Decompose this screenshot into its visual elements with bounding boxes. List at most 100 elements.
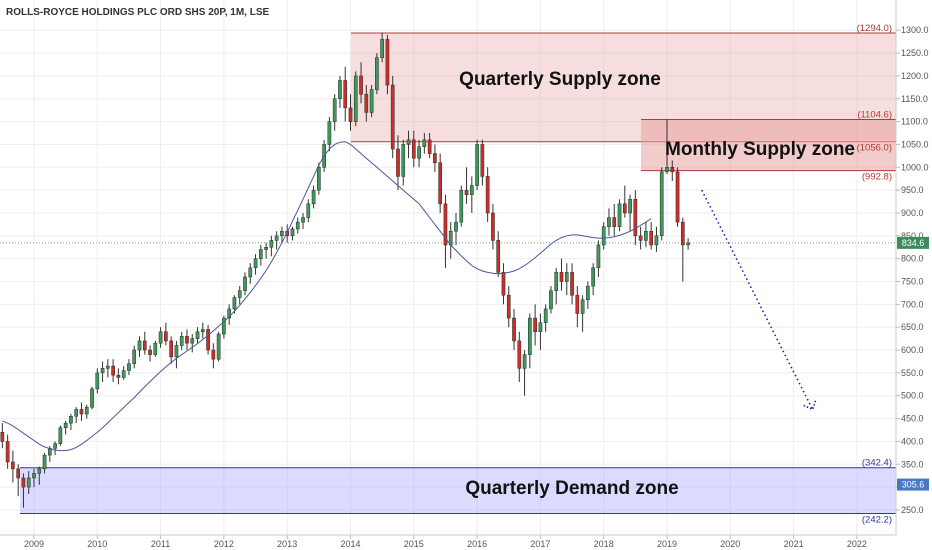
candle — [90, 388, 94, 408]
candle — [385, 39, 390, 86]
candle — [142, 340, 147, 351]
candle — [364, 93, 369, 113]
candle — [269, 240, 274, 248]
y-tick-label: 900.0 — [901, 208, 924, 218]
x-tick-label: 2018 — [594, 539, 614, 549]
candle — [570, 272, 574, 296]
candle — [638, 235, 643, 241]
candle — [469, 185, 474, 195]
candle — [596, 244, 601, 269]
candle — [100, 368, 105, 374]
zone-rects — [20, 32, 896, 515]
candle — [179, 336, 184, 346]
zone-rect — [641, 119, 896, 171]
candle — [264, 246, 268, 250]
candle — [496, 240, 501, 273]
candle — [538, 322, 543, 333]
candle — [401, 144, 406, 177]
x-tick-label: 2017 — [530, 539, 550, 549]
candle — [353, 75, 358, 122]
y-tick-label: 1300.0 — [901, 25, 929, 35]
candle — [200, 329, 205, 333]
candle — [512, 317, 516, 342]
chart-title: ROLLS-ROYCE HOLDINGS PLC ORD SHS 20P, 1M… — [6, 7, 270, 18]
candle — [116, 374, 121, 378]
extra-price-marker — [897, 478, 929, 491]
moving-average-series — [2, 141, 652, 452]
candle — [237, 290, 242, 298]
candle — [153, 342, 158, 355]
zone-level-labels: (1294.0) (1056.0) (1104.6) (992.8) (342.4) (2… — [857, 23, 892, 526]
candle — [148, 349, 152, 355]
candle — [332, 98, 337, 122]
candle — [475, 144, 479, 186]
zone-top-level: (1294.0) — [857, 23, 892, 34]
candle — [464, 189, 469, 195]
candle — [137, 340, 142, 351]
candle — [575, 294, 580, 314]
last-price-label: 834.6 — [902, 238, 925, 248]
candle — [686, 242, 690, 246]
candle — [290, 228, 295, 237]
candle — [586, 285, 590, 301]
candle — [390, 84, 395, 150]
candle — [506, 294, 511, 319]
candle — [42, 454, 47, 470]
candle — [591, 267, 595, 287]
candle — [84, 406, 89, 415]
candle — [74, 409, 79, 417]
candle — [164, 331, 168, 342]
candle — [211, 349, 216, 360]
y-tick-label: 350.0 — [901, 459, 924, 469]
y-tick-label: 550.0 — [901, 368, 924, 378]
candle — [169, 340, 173, 358]
candle — [480, 144, 485, 177]
candle — [659, 171, 664, 237]
x-tick-label: 2010 — [87, 539, 107, 549]
candle — [491, 212, 495, 241]
candle — [501, 272, 506, 296]
candle — [343, 80, 348, 109]
candle — [528, 317, 532, 355]
price-markers: 834.6 305.6 — [897, 236, 929, 491]
zone-labels: Quarterly Supply zone Monthly Supply zone… — [459, 69, 855, 499]
zone-bottom-level: (1056.0) — [857, 143, 892, 154]
y-tick-label: 1050.0 — [901, 139, 929, 149]
zone-label: Monthly Supply zone — [665, 139, 855, 160]
y-tick-label: 400.0 — [901, 436, 924, 446]
candle — [375, 57, 379, 90]
candle — [258, 249, 263, 259]
y-tick-label: 850.0 — [901, 231, 924, 241]
candle — [617, 203, 622, 227]
candle — [628, 199, 632, 214]
candle — [243, 276, 247, 291]
zone-label: Quarterly Supply zone — [459, 69, 661, 90]
candle — [16, 468, 21, 479]
candle — [121, 370, 126, 378]
x-tick-label: 2013 — [277, 539, 297, 549]
candle — [95, 372, 100, 390]
candle — [485, 176, 490, 214]
candle — [79, 409, 84, 415]
candlestick-series — [0, 32, 690, 508]
y-tick-label: 700.0 — [901, 299, 924, 309]
candle — [227, 308, 232, 319]
y-tick-label: 1200.0 — [901, 71, 929, 81]
candle — [433, 153, 437, 163]
candle — [564, 272, 569, 282]
y-tick-label: 750.0 — [901, 277, 924, 287]
candle — [338, 80, 342, 100]
y-tick-label: 1250.0 — [901, 48, 929, 58]
candle — [222, 317, 226, 335]
candle — [380, 39, 384, 58]
candle — [443, 203, 448, 246]
x-axis-panel — [0, 535, 932, 550]
candle — [232, 297, 237, 310]
candle — [612, 217, 617, 227]
y-tick-label: 1150.0 — [901, 94, 928, 104]
candle — [438, 162, 443, 205]
zone-bottom-level: (242.2) — [862, 515, 892, 526]
x-tick-label: 2014 — [340, 539, 360, 549]
candle — [158, 331, 163, 344]
